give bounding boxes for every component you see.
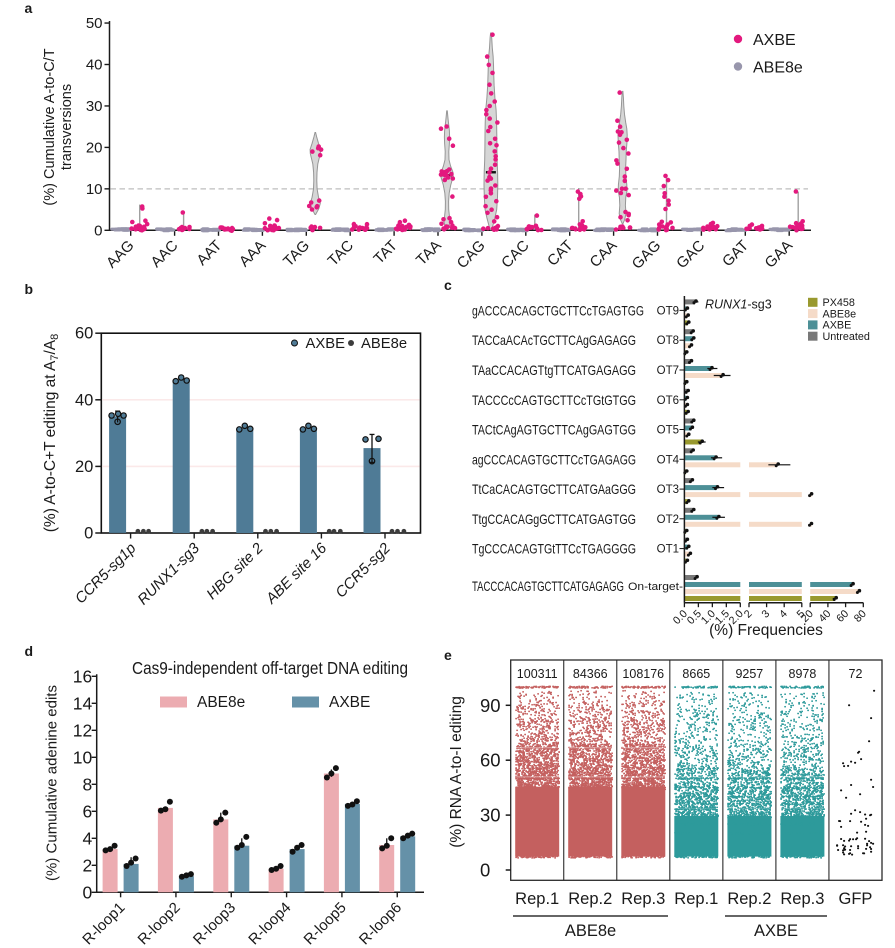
svg-text:8665: 8665 [682, 667, 710, 681]
svg-text:0: 0 [480, 860, 490, 881]
svg-text:ABE8e: ABE8e [565, 922, 616, 940]
svg-text:Rep.3: Rep.3 [780, 890, 824, 908]
svg-text:2: 2 [82, 855, 92, 875]
svg-text:ABE8e: ABE8e [197, 694, 245, 711]
svg-text:RUNX1-sg3: RUNX1-sg3 [705, 298, 772, 312]
svg-text:(%) A-to-C+T editing at A7/A8: (%) A-to-C+T editing at A7/A8 [42, 334, 61, 533]
svg-text:90: 90 [480, 695, 501, 716]
svg-text:0: 0 [84, 525, 93, 543]
svg-text:20: 20 [86, 139, 103, 156]
svg-text:AXBE: AXBE [329, 694, 370, 711]
svg-text:TACCCACAGTGCTTCATGAGAGG: TACCCACAGTGCTTCATGAGAGG [472, 578, 624, 594]
svg-text:TACCaACAcTGCTTCAgGAGAGG: TACCaACAcTGCTTCAgGAGAGG [472, 332, 636, 348]
svg-text:e: e [444, 647, 452, 663]
svg-text:(%) Frequencies: (%) Frequencies [709, 622, 823, 639]
svg-text:100311: 100311 [517, 667, 558, 681]
svg-text:PX458: PX458 [823, 297, 855, 309]
svg-text:b: b [25, 281, 34, 297]
svg-text:transversions: transversions [59, 84, 75, 170]
svg-text:OT6: OT6 [657, 395, 679, 407]
svg-text:TACtCAgAGTGCTTCAgGAGTGG: TACtCAgAGTGCTTCAgGAGTGG [472, 422, 636, 438]
svg-text:(%) RNA A-to-I editing: (%) RNA A-to-I editing [448, 696, 465, 848]
svg-text:12: 12 [73, 720, 92, 740]
svg-text:8: 8 [82, 774, 92, 794]
svg-text:On-target-: On-target- [628, 581, 683, 593]
svg-text:OT4: OT4 [657, 454, 680, 466]
svg-text:Cas9-independent off-target DN: Cas9-independent off-target DNA editing [132, 658, 408, 678]
svg-text:6: 6 [82, 801, 92, 821]
svg-text:60: 60 [75, 325, 93, 343]
svg-text:Rep.3: Rep.3 [621, 890, 665, 908]
svg-text:AXBE: AXBE [754, 922, 798, 940]
svg-text:gACCCACAGCTGCTTCcTGAGTGG: gACCCACAGCTGCTTCcTGAGTGG [472, 302, 644, 318]
svg-text:AXBE: AXBE [753, 32, 796, 49]
svg-text:OT5: OT5 [657, 425, 679, 437]
svg-text:OT7: OT7 [657, 365, 679, 377]
svg-text:50: 50 [86, 15, 103, 32]
svg-text:agCCCACAGTGCTTCcTGAGAGG: agCCCACAGTGCTTCcTGAGAGG [472, 451, 636, 467]
svg-text:30: 30 [86, 98, 103, 115]
svg-text:(%) Cumulative adenine edits: (%) Cumulative adenine edits [44, 685, 61, 881]
svg-text:(%) Cumulative A-to-C/T: (%) Cumulative A-to-C/T [42, 48, 58, 205]
svg-text:20: 20 [75, 458, 93, 476]
svg-text:TtCaCACAGTGCTTCATGAaGGG: TtCaCACAGTGCTTCATGAaGGG [472, 481, 636, 497]
svg-text:OT9: OT9 [657, 305, 679, 317]
svg-text:0: 0 [94, 222, 102, 239]
svg-text:OT1: OT1 [657, 544, 679, 556]
svg-text:Rep.2: Rep.2 [727, 890, 771, 908]
svg-text:72: 72 [848, 667, 862, 681]
svg-text:Untreated: Untreated [823, 331, 870, 343]
svg-text:GFP: GFP [838, 890, 872, 908]
svg-text:84366: 84366 [573, 667, 608, 681]
svg-text:10: 10 [73, 747, 93, 767]
svg-text:30: 30 [480, 805, 501, 826]
svg-text:TACCCcCAGTGCTTCcTGtGTGG: TACCCcCAGTGCTTCcTGtGTGG [472, 392, 636, 408]
svg-text:TtgCCACAGgGCTTCATGAGTGG: TtgCCACAGgGCTTCATGAGTGG [472, 511, 636, 527]
svg-text:4: 4 [82, 828, 92, 848]
svg-text:16: 16 [73, 666, 92, 686]
svg-text:ABE8e: ABE8e [361, 336, 407, 352]
svg-text:c: c [444, 277, 452, 293]
svg-text:a: a [25, 0, 33, 16]
svg-text:ABE8e: ABE8e [823, 308, 857, 320]
svg-text:9257: 9257 [735, 667, 763, 681]
svg-text:40: 40 [75, 391, 93, 409]
svg-text:TgCCCACAGTGtTTCcTGAGGGG: TgCCCACAGTGtTTCcTGAGGGG [472, 541, 636, 557]
svg-text:60: 60 [480, 750, 501, 771]
svg-text:AXBE: AXBE [306, 336, 346, 352]
svg-text:40: 40 [86, 57, 103, 74]
svg-text:ABE8e: ABE8e [753, 60, 803, 77]
svg-text:TAaCCACAGTtgTTCATGAGAGG: TAaCCACAGTtgTTCATGAGAGG [472, 362, 636, 378]
svg-text:AXBE: AXBE [823, 320, 852, 332]
svg-text:OT8: OT8 [657, 335, 679, 347]
svg-text:Rep.1: Rep.1 [515, 890, 559, 908]
svg-text:108176: 108176 [622, 667, 664, 681]
svg-text:8978: 8978 [788, 667, 816, 681]
svg-text:d: d [25, 643, 34, 659]
svg-text:OT3: OT3 [657, 484, 679, 496]
svg-text:Rep.1: Rep.1 [674, 890, 718, 908]
svg-text:10: 10 [86, 181, 103, 198]
svg-text:Rep.2: Rep.2 [568, 890, 612, 908]
svg-text:OT2: OT2 [657, 514, 679, 526]
svg-text:0: 0 [82, 882, 92, 902]
svg-text:14: 14 [73, 693, 93, 713]
